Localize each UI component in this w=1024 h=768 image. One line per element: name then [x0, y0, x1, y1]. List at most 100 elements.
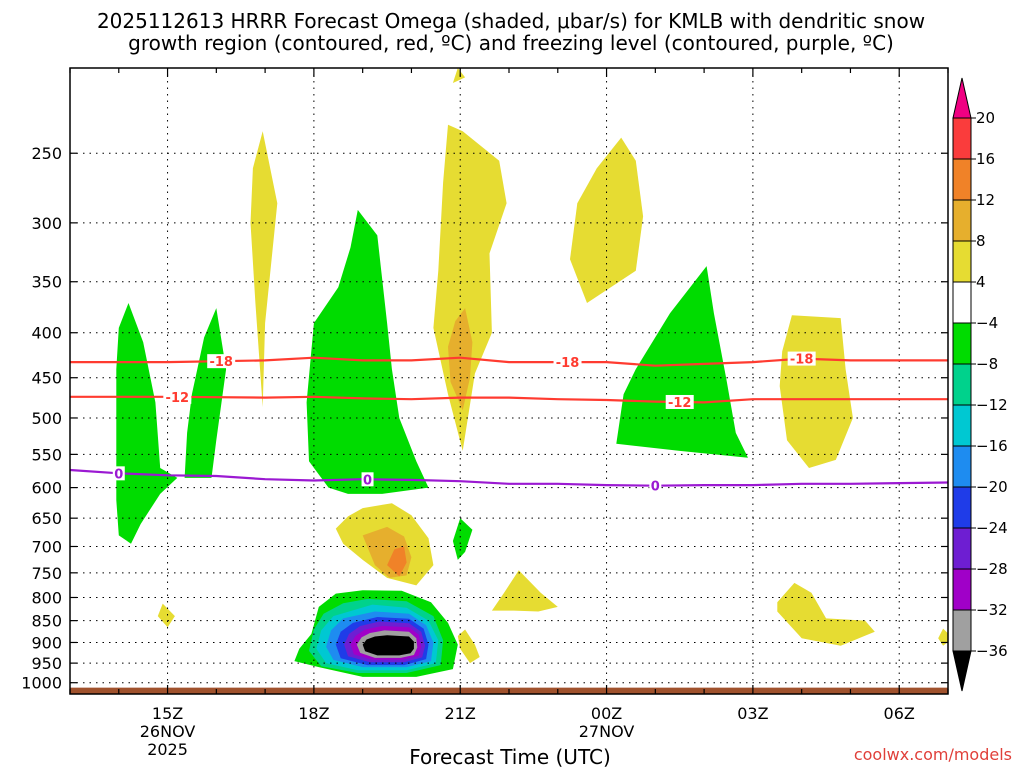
- omega-region-4-to-8: [457, 629, 480, 664]
- x-tick-date-label: 26NOV: [140, 722, 196, 741]
- colorbar-swatch--16-to--12: [952, 404, 972, 447]
- x-tick-year-label: 2025: [147, 740, 188, 759]
- shaded-omega-regions: [116, 68, 948, 677]
- colorbar-swatch--8-to--4: [952, 322, 972, 365]
- dgz-contour-label: -18: [556, 356, 580, 371]
- colorbar-tick-label: −12: [976, 396, 1008, 414]
- omega-region-12-to-16: [387, 546, 407, 577]
- colorbar-swatch--4-to-4: [952, 281, 972, 324]
- contour-lines: -18 -18 -18 -12 -12 0 0 0: [69, 351, 949, 495]
- freezing-level-contour-label: 0: [651, 480, 660, 495]
- dgz-contour-label-bg: [163, 389, 192, 404]
- colorbar-tick-label: 20: [976, 109, 995, 127]
- colorbar-tick-label: −4: [976, 314, 998, 332]
- freezing-level-contour-label: 0: [363, 473, 372, 488]
- dgz-contour-line: [70, 356, 948, 367]
- colorbar-tick-label: 16: [976, 150, 995, 168]
- omega-region-4-to-8: [938, 628, 948, 646]
- omega-region-4-to-8: [491, 570, 558, 612]
- freezing-level-contour-label: 0: [114, 467, 123, 482]
- omega-region--8-to--4: [184, 308, 227, 478]
- freezing-level-contour-label-bg: [649, 478, 662, 493]
- omega-region-4-to-8: [570, 137, 644, 303]
- dgz-contour-label-bg: [207, 354, 236, 369]
- colorbar-tick-label: −16: [976, 437, 1008, 455]
- colorbar-tick-label: 4: [976, 273, 986, 291]
- y-tick-label: 250: [31, 144, 62, 163]
- chart-title-line-2: growth region (contoured, red, ºC) and f…: [128, 31, 894, 55]
- x-tick-label: 00Z: [591, 704, 622, 723]
- colorbar-swatch--36-to--32: [952, 609, 972, 652]
- y-tick-label: 700: [31, 537, 62, 556]
- colorbar-tick-label: −20: [976, 478, 1008, 496]
- omega-region-4-to-8: [779, 315, 853, 468]
- colorbar-tick-label: −32: [976, 601, 1008, 619]
- colorbar-swatch--20-to--16: [952, 445, 972, 488]
- freezing-level-contour-label-bg: [361, 472, 374, 487]
- dgz-contour-label: -18: [209, 355, 233, 370]
- colorbar-swatch--24-to--20: [952, 486, 972, 529]
- dgz-contour-label: -12: [166, 391, 190, 406]
- omega-region-lt-to--36: [362, 635, 414, 656]
- omega-region-4-to-8: [777, 582, 875, 646]
- chart-title-line-1: 2025112613 HRRR Forecast Omega (shaded, …: [97, 9, 925, 33]
- freezing-level-contour-line: [69, 468, 949, 487]
- colorbar-swatch-16-to-20: [952, 117, 972, 160]
- x-tick-date-label: 27NOV: [579, 722, 635, 741]
- grid-lines: [70, 68, 948, 694]
- omega-region-4-to-8: [452, 68, 466, 83]
- freezing-level-contour-label-bg: [112, 466, 125, 481]
- colorbar: −36 −32 −28 −24 −20 −16 −12 −8 −4 4 8 12 16 20: [952, 77, 1008, 692]
- x-tick-label: 21Z: [445, 704, 476, 723]
- y-tick-label: 900: [31, 633, 62, 652]
- colorbar-tick-label: −36: [976, 642, 1008, 660]
- omega-region-4-to-8: [157, 603, 175, 628]
- colorbar-tick-label: −24: [976, 519, 1008, 537]
- x-tick-label: 15Z: [152, 704, 183, 723]
- y-tick-label: 650: [31, 509, 62, 528]
- colorbar-swatch-gt-20: [952, 77, 972, 119]
- y-tick-label: 350: [31, 273, 62, 292]
- colorbar-swatch-4-to-8: [952, 240, 972, 283]
- x-tick-label: 03Z: [737, 704, 768, 723]
- omega-region-8-to-12: [448, 308, 473, 411]
- x-tick-label: 06Z: [884, 704, 915, 723]
- omega-region--8-to--4: [306, 209, 429, 494]
- colorbar-swatch-lt--36: [952, 650, 972, 692]
- colorbar-tick-label: −8: [976, 355, 998, 373]
- dgz-contour-label: -18: [790, 353, 814, 368]
- y-tick-label: 300: [31, 214, 62, 233]
- chart-title: 2025112613 HRRR Forecast Omega (shaded, …: [97, 9, 925, 55]
- colorbar-tick-label: −28: [976, 560, 1008, 578]
- dgz-contour-line: [70, 395, 948, 404]
- colorbar-swatch--32-to--28: [952, 568, 972, 611]
- x-tick-label: 18Z: [298, 704, 329, 723]
- watermark: coolwx.com/models: [854, 745, 1012, 764]
- dgz-contour-label-bg: [665, 394, 694, 409]
- y-tick-label: 450: [31, 369, 62, 388]
- colorbar-swatch--28-to--24: [952, 527, 972, 570]
- x-axis-label: Forecast Time (UTC): [409, 745, 611, 768]
- omega-region-4-to-8: [433, 124, 507, 451]
- colorbar-tick-label: 8: [976, 232, 986, 250]
- omega-region--8-to--4: [116, 303, 178, 544]
- y-tick-label: 600: [31, 479, 62, 498]
- dgz-contour-label-bg: [787, 351, 816, 366]
- omega-region--8-to--4: [452, 518, 473, 560]
- y-tick-label: 750: [31, 564, 62, 583]
- colorbar-swatch--12-to--8: [952, 363, 972, 406]
- plot-area: -18 -18 -18 -12 -12 0 0 0: [69, 67, 949, 695]
- y-tick-label: 400: [31, 324, 62, 343]
- y-tick-label: 850: [31, 612, 62, 631]
- y-tick-label: 800: [31, 588, 62, 607]
- y-tick-label: 1000: [21, 674, 62, 693]
- colorbar-swatch-12-to-16: [952, 158, 972, 201]
- y-tick-label: 500: [31, 409, 62, 428]
- colorbar-tick-label: 12: [976, 191, 995, 209]
- y-axis: 250 300 350 400 450 500 550 600 650 700 750 800 850 9…: [21, 144, 948, 693]
- y-tick-label: 550: [31, 445, 62, 464]
- omega-region-4-to-8: [250, 131, 278, 408]
- colorbar-swatch-8-to-12: [952, 199, 972, 242]
